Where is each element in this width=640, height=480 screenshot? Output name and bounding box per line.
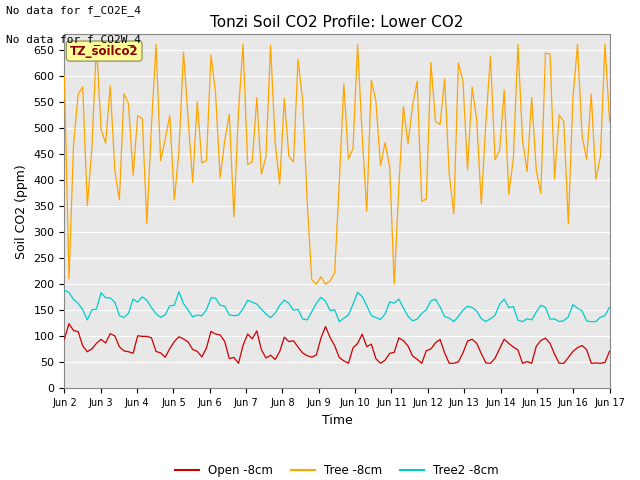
Y-axis label: Soil CO2 (ppm): Soil CO2 (ppm) — [15, 164, 28, 259]
Legend: Open -8cm, Tree -8cm, Tree2 -8cm: Open -8cm, Tree -8cm, Tree2 -8cm — [171, 459, 503, 480]
Text: No data for f_CO2E_4: No data for f_CO2E_4 — [6, 5, 141, 16]
Text: No data for f_CO2W_4: No data for f_CO2W_4 — [6, 34, 141, 45]
X-axis label: Time: Time — [322, 414, 353, 427]
Title: Tonzi Soil CO2 Profile: Lower CO2: Tonzi Soil CO2 Profile: Lower CO2 — [211, 15, 463, 30]
Text: TZ_soilco2: TZ_soilco2 — [70, 45, 138, 58]
